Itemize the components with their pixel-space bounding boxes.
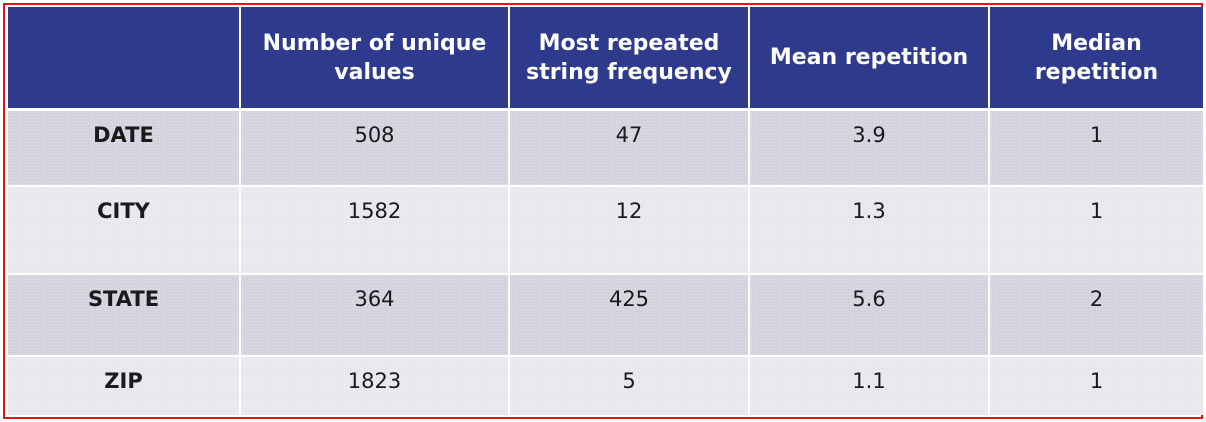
header-mean-repetition: Mean repetition bbox=[750, 7, 990, 111]
cell-mean-repetition: 1.3 bbox=[750, 187, 990, 275]
header-corner-cell bbox=[8, 7, 241, 111]
cell-most-repeated-frequency: 47 bbox=[510, 111, 750, 187]
row-label: DATE bbox=[8, 111, 241, 187]
cell-most-repeated-frequency: 12 bbox=[510, 187, 750, 275]
cell-most-repeated-frequency: 5 bbox=[510, 357, 750, 415]
header-median-repetition: Median repetition bbox=[990, 7, 1203, 111]
cell-mean-repetition: 5.6 bbox=[750, 275, 990, 357]
statistics-table: Number of unique values Most repeated st… bbox=[8, 7, 1203, 415]
cell-mean-repetition: 1.1 bbox=[750, 357, 990, 415]
row-label: ZIP bbox=[8, 357, 241, 415]
table-row-zip: ZIP 1823 5 1.1 1 bbox=[8, 357, 1203, 415]
cell-mean-repetition: 3.9 bbox=[750, 111, 990, 187]
table-frame: Number of unique values Most repeated st… bbox=[3, 3, 1203, 419]
cell-unique-values: 508 bbox=[241, 111, 510, 187]
cell-median-repetition: 1 bbox=[990, 111, 1203, 187]
table-row-date: DATE 508 47 3.9 1 bbox=[8, 111, 1203, 187]
cell-unique-values: 1582 bbox=[241, 187, 510, 275]
row-label: CITY bbox=[8, 187, 241, 275]
header-row: Number of unique values Most repeated st… bbox=[8, 7, 1203, 111]
cell-unique-values: 364 bbox=[241, 275, 510, 357]
header-unique-values: Number of unique values bbox=[241, 7, 510, 111]
cell-most-repeated-frequency: 425 bbox=[510, 275, 750, 357]
cell-median-repetition: 1 bbox=[990, 357, 1203, 415]
table-row-city: CITY 1582 12 1.3 1 bbox=[8, 187, 1203, 275]
row-label: STATE bbox=[8, 275, 241, 357]
table-row-state: STATE 364 425 5.6 2 bbox=[8, 275, 1203, 357]
cell-median-repetition: 1 bbox=[990, 187, 1203, 275]
cell-median-repetition: 2 bbox=[990, 275, 1203, 357]
cell-unique-values: 1823 bbox=[241, 357, 510, 415]
header-most-repeated-frequency: Most repeated string frequency bbox=[510, 7, 750, 111]
